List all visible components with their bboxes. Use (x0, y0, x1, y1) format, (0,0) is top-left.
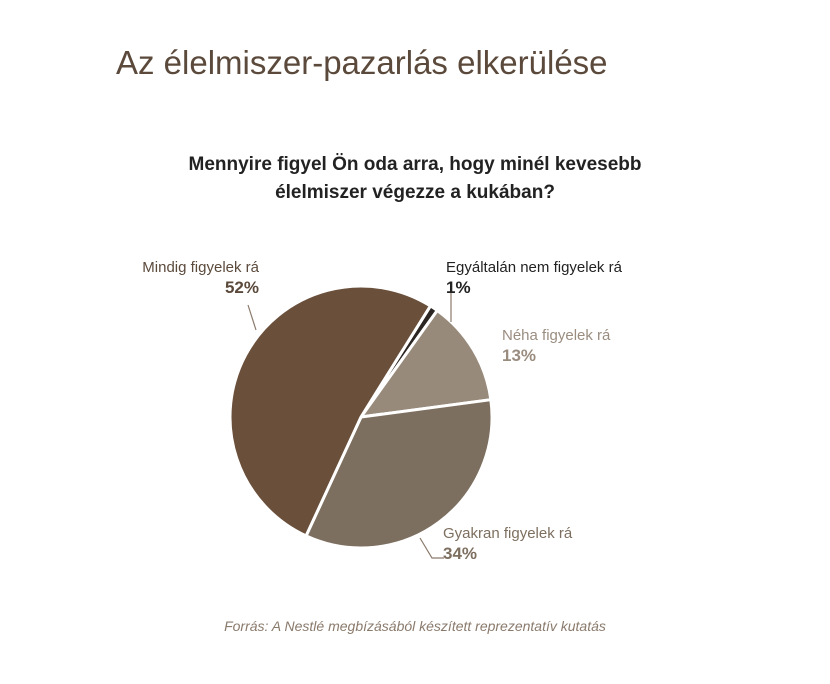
slice-percent: 52% (224, 278, 259, 297)
chart-title-line-1: Mennyire figyel Ön oda arra, hogy minél … (188, 154, 642, 175)
slice-percent: 13% (502, 346, 537, 365)
pie-slice-3 (228, 284, 432, 538)
page-title: Az élelmiszer-pazarlás elkerülése (116, 44, 608, 81)
pie-slice-1 (359, 308, 493, 419)
label-gyakran: Gyakran figyelek rá 34% (443, 524, 572, 564)
label-egyaltalan-nem: Egyáltalán nem figyelek rá 1% (446, 258, 622, 298)
leader-line-gyakran (419, 537, 444, 559)
slice-label-text: Mindig figyelek rá (142, 259, 259, 276)
leader-line-mindig (247, 304, 257, 331)
chart-title-line-2: élelmiszer végezze a kukában? (275, 182, 555, 203)
slice-percent: 1% (446, 278, 471, 297)
slice-label-text: Egyáltalán nem figyelek rá (446, 259, 622, 276)
chart-title: Mennyire figyel Ön oda arra, hogy minél … (0, 151, 830, 207)
label-mindig: Mindig figyelek rá 52% (107, 258, 259, 298)
source-note: Forrás: A Nestlé megbízásából készített … (224, 618, 606, 634)
slice-percent: 34% (443, 544, 478, 563)
label-neha: Néha figyelek rá 13% (502, 326, 610, 366)
slice-label-text: Néha figyelek rá (502, 327, 611, 344)
slice-label-text: Gyakran figyelek rá (443, 525, 573, 542)
